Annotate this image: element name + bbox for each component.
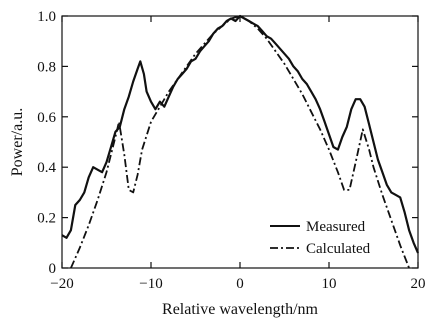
x-tick-label: −10	[139, 276, 162, 292]
legend-label-measured: Measured	[306, 219, 366, 235]
y-axis-title: Power/a.u.	[9, 108, 26, 176]
y-tick-label: 0.2	[37, 211, 56, 227]
y-tick-label: 0.4	[37, 160, 56, 176]
x-tick-label: −20	[50, 276, 73, 292]
series-line-measured	[61, 14, 420, 254]
x-tick-label: 10	[322, 276, 337, 292]
y-tick-label: 1.0	[37, 9, 56, 25]
series-line-calculated	[70, 15, 410, 269]
x-tick-label: 0	[236, 276, 244, 292]
x-tick-label: 20	[411, 276, 426, 292]
x-axis-title: Relative wavelength/nm	[162, 301, 319, 318]
y-tick-label: 0.6	[37, 110, 56, 126]
y-tick-label: 0	[49, 261, 57, 277]
legend-label-calculated: Calculated	[306, 241, 371, 257]
y-tick-label: 0.8	[37, 59, 56, 75]
